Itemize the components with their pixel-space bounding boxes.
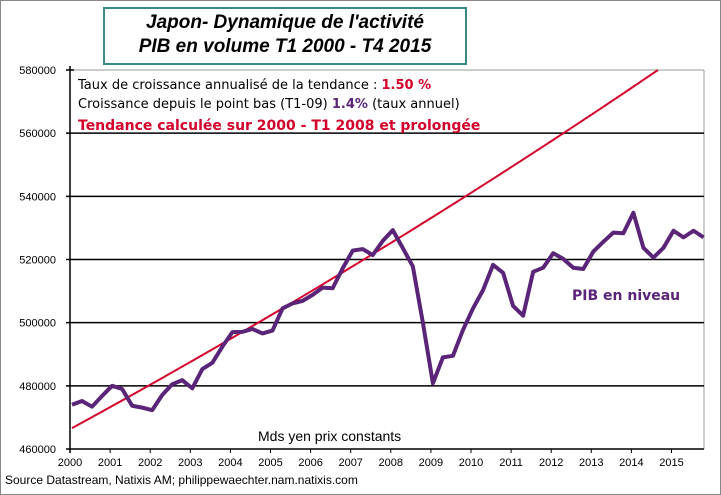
x-tick-label: 2013 bbox=[579, 457, 603, 469]
x-tick-label: 2009 bbox=[419, 457, 443, 469]
x-tick-label: 2001 bbox=[98, 457, 122, 469]
x-tick-label: 2007 bbox=[338, 457, 362, 469]
title-line-1: Japon- Dynamique de l'activité bbox=[146, 12, 424, 33]
growth-suffix: (taux annuel) bbox=[367, 97, 460, 112]
x-tick-label: 2005 bbox=[258, 457, 282, 469]
trend-note: Tendance calculée sur 2000 - T1 2008 et … bbox=[78, 118, 481, 134]
x-tick-label: 2014 bbox=[619, 457, 643, 469]
trend-rate-value: 1.50 % bbox=[381, 78, 432, 93]
y-tick-label: 540000 bbox=[19, 191, 56, 203]
x-tick-label: 2015 bbox=[659, 457, 683, 469]
y-unit-label: Mds yen prix constants bbox=[258, 428, 402, 444]
x-tick-label: 2011 bbox=[499, 457, 523, 469]
x-tick-label: 2010 bbox=[459, 457, 483, 469]
trend-rate-label: Taux de croissance annualisé de la tenda… bbox=[78, 78, 382, 93]
x-tick-label: 2006 bbox=[298, 457, 322, 469]
x-tick-label: 2012 bbox=[539, 457, 563, 469]
x-tick-label: 2002 bbox=[138, 457, 162, 469]
pib-line bbox=[71, 210, 705, 413]
y-tick-label: 580000 bbox=[19, 65, 56, 77]
title-line-2: PIB en volume T1 2000 - T4 2015 bbox=[138, 36, 432, 57]
x-tick-label: 2008 bbox=[379, 457, 403, 469]
y-tick-label: 500000 bbox=[19, 318, 56, 330]
source-note: Source Datastream, Natixis AM; philippew… bbox=[5, 473, 358, 487]
x-tick-label: 2003 bbox=[178, 457, 202, 469]
chart-title: Japon- Dynamique de l'activité PIB en vo… bbox=[103, 7, 467, 65]
y-tick-label: 560000 bbox=[19, 128, 56, 140]
y-tick-label: 460000 bbox=[19, 444, 56, 456]
trend-rate-annotation: Taux de croissance annualisé de la tenda… bbox=[78, 78, 431, 93]
growth-value: 1.4% bbox=[331, 97, 368, 112]
y-tick-label: 520000 bbox=[19, 255, 56, 267]
trend-line bbox=[71, 69, 659, 430]
growth-annotation: Croissance depuis le point bas (T1-09) 1… bbox=[78, 97, 460, 112]
x-tick-label: 2000 bbox=[58, 457, 82, 469]
y-tick-label: 480000 bbox=[19, 381, 56, 393]
x-tick-label: 2004 bbox=[218, 457, 242, 469]
series-label-pib: PIB en niveau bbox=[572, 288, 681, 304]
growth-label: Croissance depuis le point bas (T1-09) bbox=[78, 97, 332, 112]
